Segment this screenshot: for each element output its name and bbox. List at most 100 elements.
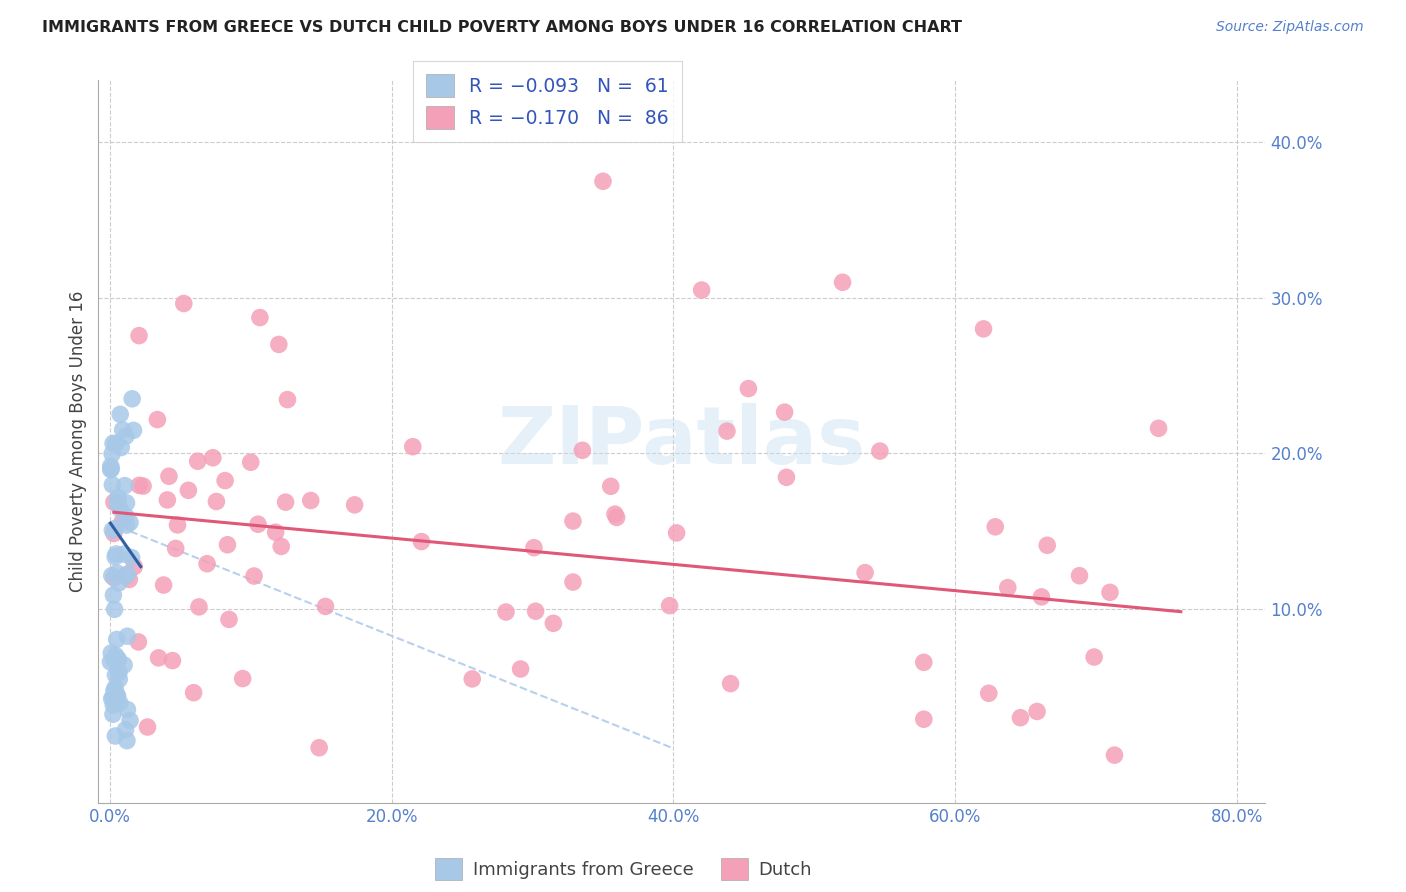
Point: [187, 599, 209, 614]
Point: [132, 479, 155, 493]
Point: [984, 520, 1007, 534]
Point: [100, 461, 122, 475]
Point: [997, 581, 1019, 595]
Point: [592, 174, 614, 188]
Point: [104, 729, 127, 743]
Point: [1036, 538, 1059, 552]
Point: [411, 534, 433, 549]
Point: [101, 523, 124, 537]
Point: [104, 436, 127, 450]
Point: [156, 492, 179, 507]
Point: [104, 648, 127, 663]
Point: [201, 450, 224, 465]
Point: [524, 604, 547, 618]
Point: [105, 632, 128, 647]
Text: ZIPatlas: ZIPatlas: [498, 402, 866, 481]
Point: [853, 566, 876, 580]
Text: Source: ZipAtlas.com: Source: ZipAtlas.com: [1216, 20, 1364, 34]
Point: [101, 478, 124, 492]
Point: [112, 547, 135, 561]
Point: [105, 566, 128, 580]
Point: [100, 462, 122, 476]
Point: [402, 440, 425, 454]
Point: [157, 469, 180, 483]
Point: [115, 496, 138, 510]
Point: [115, 733, 138, 747]
Point: [267, 337, 290, 351]
Point: [603, 507, 626, 521]
Point: [107, 576, 129, 591]
Point: [103, 602, 125, 616]
Point: [912, 712, 935, 726]
Point: [118, 516, 141, 530]
Point: [121, 392, 143, 406]
Point: [114, 569, 136, 583]
Point: [105, 547, 128, 561]
Point: [299, 493, 322, 508]
Point: [100, 646, 122, 660]
Point: [1069, 568, 1091, 582]
Point: [103, 588, 125, 602]
Point: [112, 658, 135, 673]
Point: [103, 526, 125, 541]
Point: [148, 651, 170, 665]
Point: [121, 550, 143, 565]
Point: [114, 429, 136, 443]
Point: [117, 629, 139, 643]
Point: [571, 443, 593, 458]
Point: [107, 496, 129, 510]
Text: IMMIGRANTS FROM GREECE VS DUTCH CHILD POVERTY AMONG BOYS UNDER 16 CORRELATION CH: IMMIGRANTS FROM GREECE VS DUTCH CHILD PO…: [42, 20, 962, 35]
Point: [737, 382, 759, 396]
Point: [107, 491, 129, 505]
Point: [162, 654, 184, 668]
Point: [716, 424, 738, 438]
Point: [720, 676, 742, 690]
Point: [562, 575, 585, 590]
Point: [103, 495, 125, 509]
Point: [115, 518, 138, 533]
Point: [136, 720, 159, 734]
Point: [775, 470, 797, 484]
Point: [105, 689, 128, 703]
Point: [127, 635, 149, 649]
Point: [1104, 748, 1126, 763]
Point: [1031, 590, 1053, 604]
Point: [869, 444, 891, 458]
Point: [665, 525, 688, 540]
Point: [562, 514, 585, 528]
Point: [274, 495, 297, 509]
Point: [343, 498, 366, 512]
Point: [100, 459, 122, 474]
Point: [108, 696, 131, 710]
Point: [247, 517, 270, 532]
Legend: Immigrants from Greece, Dutch: Immigrants from Greece, Dutch: [427, 851, 820, 888]
Point: [217, 538, 239, 552]
Point: [166, 517, 188, 532]
Point: [1098, 585, 1121, 599]
Point: [104, 668, 127, 682]
Point: [108, 672, 131, 686]
Point: [111, 514, 134, 528]
Point: [205, 494, 228, 508]
Point: [495, 605, 517, 619]
Point: [104, 549, 127, 564]
Point: [773, 405, 796, 419]
Point: [117, 567, 139, 582]
Point: [308, 740, 330, 755]
Point: [1147, 421, 1170, 435]
Point: [107, 652, 129, 666]
Point: [101, 436, 124, 450]
Point: [101, 690, 124, 705]
Point: [108, 501, 131, 516]
Point: [276, 392, 298, 407]
Point: [314, 599, 336, 614]
Point: [103, 683, 125, 698]
Point: [101, 447, 124, 461]
Point: [239, 455, 262, 469]
Point: [110, 441, 132, 455]
Point: [111, 423, 134, 437]
Point: [1083, 650, 1105, 665]
Point: [606, 510, 628, 524]
Point: [115, 568, 138, 582]
Point: [152, 578, 174, 592]
